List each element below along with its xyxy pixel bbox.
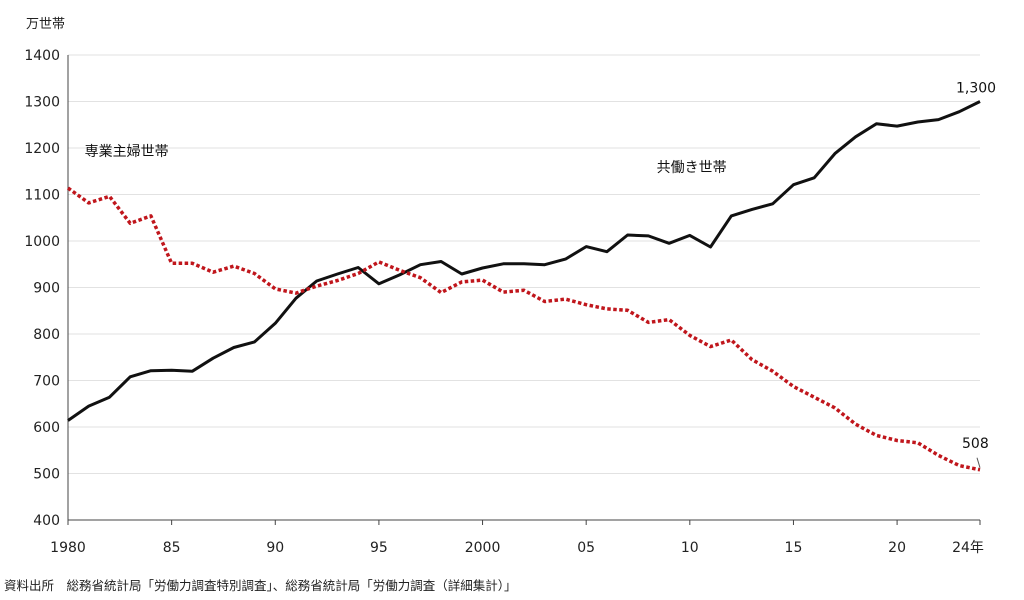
series-line-1 [66,186,981,472]
x-tick-label: 05 [577,540,595,556]
x-tick-label: 15 [785,540,803,556]
series-label-housewife: 専業主婦世帯 [85,143,169,160]
y-tick-label: 1400 [24,48,60,64]
x-tick-labels: 1980 85 90 95 2000 05 10 15 20 24年 [50,540,984,556]
series-label-dual-income: 共働き世帯 [657,160,727,176]
x-tick-label: 2000 [465,540,501,556]
x-tick-label: 10 [681,540,699,556]
end-value-label-dual-income: 1,300 [956,81,996,97]
y-tick-label: 1000 [24,234,60,250]
series-line-0 [67,100,981,422]
x-tick-label: 90 [266,540,284,556]
y-tick-label: 1100 [24,188,60,204]
y-tick-label: 500 [33,467,60,483]
series-lines [66,100,981,472]
end-value-label-housewife: 508 [962,436,989,452]
y-tick-label: 800 [33,327,60,343]
y-tick-label: 400 [33,513,60,529]
grid-lines [68,54,980,474]
x-tick-label: 85 [163,540,181,556]
y-tick-label: 1200 [24,141,60,157]
y-tick-label: 900 [33,281,60,297]
end-value-leader-line [976,457,981,468]
y-tick-label: 1300 [24,95,60,111]
y-tick-label: 600 [33,420,60,436]
x-tick-label: 24年 [952,540,984,556]
source-note: 資料出所 総務省統計局「労働力調査特別調査」、総務省統計局「労働力調査（詳細集計… [4,578,517,593]
y-tick-labels: 400 500 600 700 800 900 1000 1100 1200 1300 1400 [24,48,60,529]
axes [67,55,981,525]
x-tick-label: 1980 [50,540,86,556]
x-tick-label: 95 [370,540,388,556]
x-tick-label: 20 [888,540,906,556]
y-axis-label: 万世帯 [26,17,65,32]
y-tick-label: 700 [33,374,60,390]
